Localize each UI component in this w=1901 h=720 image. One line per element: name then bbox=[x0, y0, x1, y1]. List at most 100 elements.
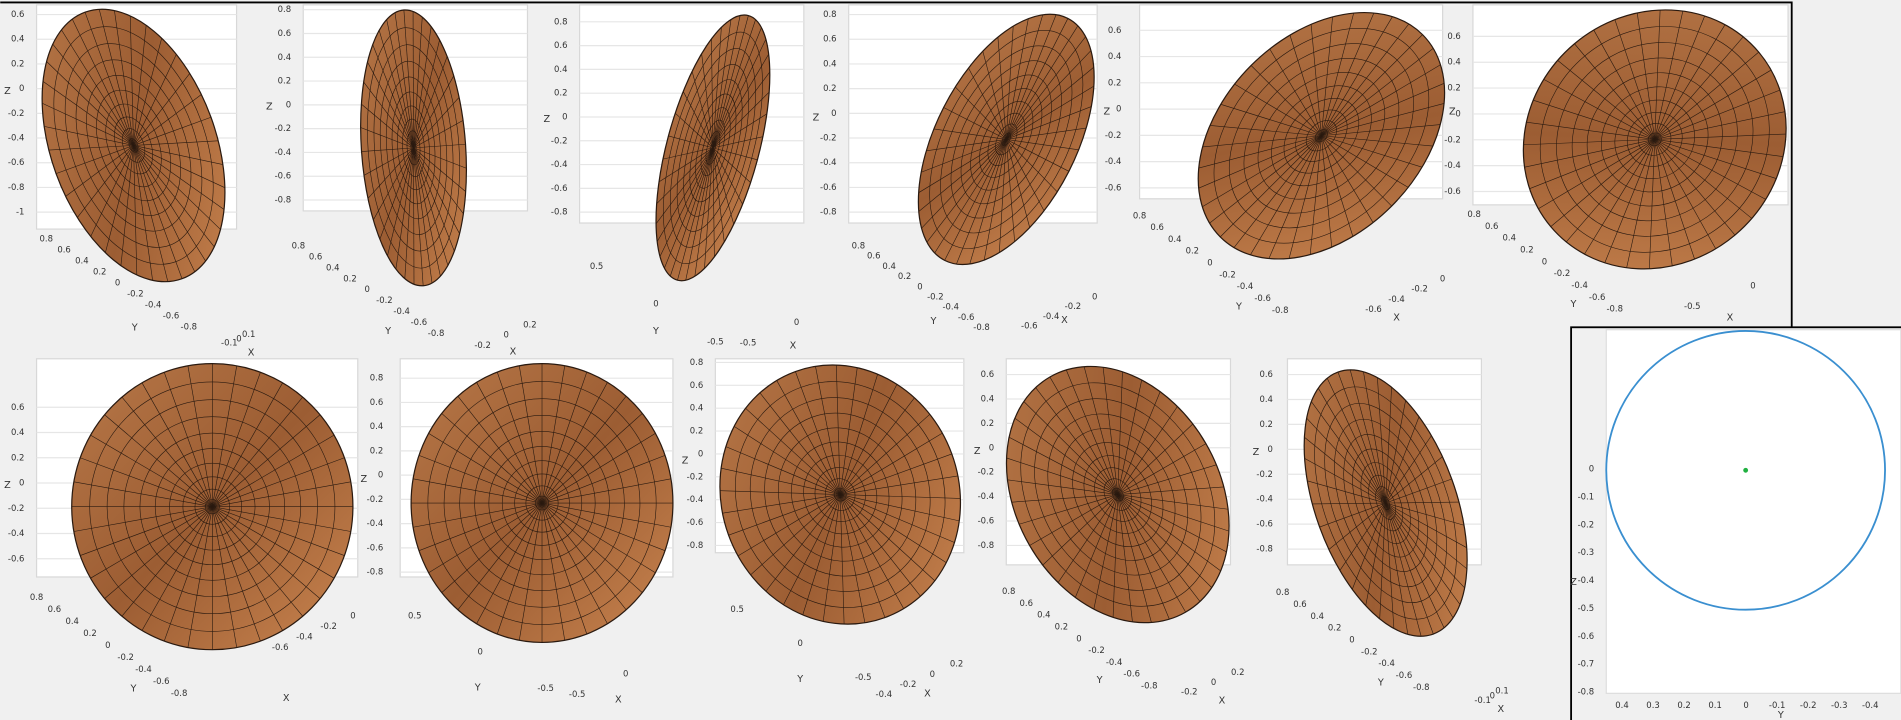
y-tick-label: 0.8 bbox=[40, 233, 53, 243]
z-tick-label: -0.8 bbox=[1256, 544, 1273, 554]
projection-panel: 0 -0.1 -0.2 -0.3 -0.4 -0.5 -0.6 -0.7 -0.8 0.4 0.3 0… bbox=[1570, 326, 1901, 720]
y-tick-label: 0.4 bbox=[65, 616, 78, 626]
mesh-spoke bbox=[418, 455, 543, 504]
mesh-spoke bbox=[1005, 18, 1029, 140]
mesh-spoke bbox=[360, 127, 414, 149]
x-axis-label: X bbox=[248, 348, 255, 359]
mesh-spoke bbox=[90, 434, 213, 507]
z-tick-label: -0.2 bbox=[1578, 519, 1595, 529]
y-tick-label: -0.4 bbox=[942, 302, 959, 312]
y-tick-label: -0.5 bbox=[707, 336, 724, 346]
mesh-spoke bbox=[73, 481, 213, 507]
mesh-spoke bbox=[395, 147, 414, 270]
mesh-spoke bbox=[413, 147, 464, 214]
mesh-spoke bbox=[133, 73, 190, 146]
y-tick-label: 0 bbox=[1542, 256, 1547, 266]
mesh-spoke bbox=[1321, 135, 1423, 168]
mesh-spoke bbox=[1365, 502, 1386, 606]
mesh-spoke bbox=[1385, 502, 1445, 628]
mesh-spoke bbox=[1007, 479, 1118, 495]
mesh-spoke bbox=[1005, 139, 1015, 242]
mesh-spoke bbox=[733, 426, 841, 495]
mesh-spoke bbox=[114, 10, 134, 146]
mesh-spoke bbox=[1117, 494, 1230, 532]
y-tick-label: -0.2 bbox=[1554, 268, 1571, 278]
mesh-spoke bbox=[712, 113, 768, 149]
mesh-spoke bbox=[212, 382, 283, 507]
x-axis-label: X bbox=[615, 694, 622, 705]
z-tick-label: 0.6 bbox=[554, 40, 567, 50]
axes-panel: 0.8 0.6 0.4 0.2 0 -0.2 -0.4 -0.6 -0.8 0.5 0 -0.5 0 -0… bbox=[544, 4, 805, 351]
mesh-spoke bbox=[839, 367, 858, 495]
mesh-spoke bbox=[1005, 26, 1014, 140]
mesh-spoke bbox=[1008, 436, 1118, 495]
x-tick-label: -0.6 bbox=[1365, 304, 1382, 314]
y-axis-label: Y bbox=[1777, 710, 1784, 720]
mesh-spoke bbox=[1042, 494, 1118, 566]
mesh-spoke bbox=[1006, 50, 1092, 140]
mesh-spoke bbox=[737, 494, 841, 557]
mesh-spoke bbox=[1117, 494, 1227, 553]
z-axis-label: Z bbox=[1449, 107, 1456, 118]
mesh-spoke bbox=[759, 392, 841, 495]
mesh-spoke bbox=[1117, 406, 1178, 495]
z-tick-label: -0.4 bbox=[367, 518, 384, 528]
mesh-spoke bbox=[1006, 106, 1092, 140]
mesh-spoke bbox=[72, 18, 134, 146]
disc-surface bbox=[410, 363, 674, 644]
z-tick-label: 0.4 bbox=[370, 421, 383, 431]
x-tick-label: -0.5 bbox=[1684, 301, 1701, 311]
mesh-spoke bbox=[1533, 99, 1655, 140]
mesh-spoke bbox=[403, 10, 414, 148]
mesh-spoke bbox=[795, 371, 841, 495]
z-tick-label: 0 bbox=[378, 470, 383, 480]
y-tick-label: 0 bbox=[1743, 700, 1748, 710]
mesh-spoke bbox=[982, 51, 1007, 140]
axes-panel: 0.60.40.20-0.2-0.4-0.60.80.60.40.20-0.2-… bbox=[4, 358, 359, 704]
y-tick-label: 0.6 bbox=[48, 604, 61, 614]
mesh-spoke bbox=[1321, 135, 1392, 207]
mesh-spoke bbox=[1321, 124, 1441, 137]
x-axis-label: X bbox=[510, 347, 517, 358]
mesh-spoke bbox=[1289, 35, 1322, 136]
mesh-spoke bbox=[1023, 401, 1118, 495]
z-tick-label: 0.2 bbox=[11, 452, 24, 462]
y-tick-label: -0.6 bbox=[163, 311, 180, 321]
mesh-spoke bbox=[840, 453, 952, 495]
mesh-spoke bbox=[712, 27, 762, 148]
mesh-spoke bbox=[1220, 104, 1322, 137]
mesh-spoke bbox=[412, 11, 414, 148]
mesh-spoke bbox=[541, 413, 643, 504]
mesh-spoke bbox=[1654, 139, 1784, 157]
mesh-spoke bbox=[121, 396, 213, 507]
mesh-spoke bbox=[1209, 135, 1322, 224]
mesh-spoke bbox=[1005, 18, 1069, 140]
y-tick-label: -0.8 bbox=[1272, 305, 1289, 315]
mesh-spoke bbox=[121, 506, 213, 617]
y-axis-label: Y bbox=[930, 316, 937, 327]
z-tick-label: 0.2 bbox=[823, 83, 836, 93]
disc-surface bbox=[1522, 9, 1787, 270]
mesh-spoke bbox=[133, 145, 169, 282]
mesh-spoke bbox=[656, 147, 714, 242]
y-tick-label: 0.2 bbox=[1186, 246, 1199, 256]
mesh-spoke bbox=[1526, 121, 1655, 140]
y-tick-label: -0.6 bbox=[958, 312, 975, 322]
mesh-spoke bbox=[372, 44, 414, 148]
mesh-spoke bbox=[721, 467, 841, 495]
y-tick-label: 0.4 bbox=[1615, 700, 1628, 710]
mesh-spoke bbox=[1379, 503, 1386, 619]
mesh-spoke bbox=[1117, 423, 1194, 495]
mesh-spoke bbox=[969, 139, 1007, 265]
disc-surface bbox=[1303, 369, 1468, 637]
mesh-spoke bbox=[1321, 16, 1393, 136]
mesh-spoke bbox=[418, 502, 543, 551]
y-tick-label: 0.4 bbox=[1311, 611, 1324, 621]
z-tick-label: -0.2 bbox=[687, 471, 704, 481]
z-tick-label: 0.8 bbox=[554, 16, 567, 26]
mesh-spoke bbox=[1385, 502, 1409, 635]
y-tick-label: 0.4 bbox=[1503, 233, 1516, 243]
mesh-spoke bbox=[1385, 456, 1443, 504]
mesh-spoke bbox=[839, 494, 935, 581]
mesh-spoke bbox=[1006, 67, 1094, 140]
